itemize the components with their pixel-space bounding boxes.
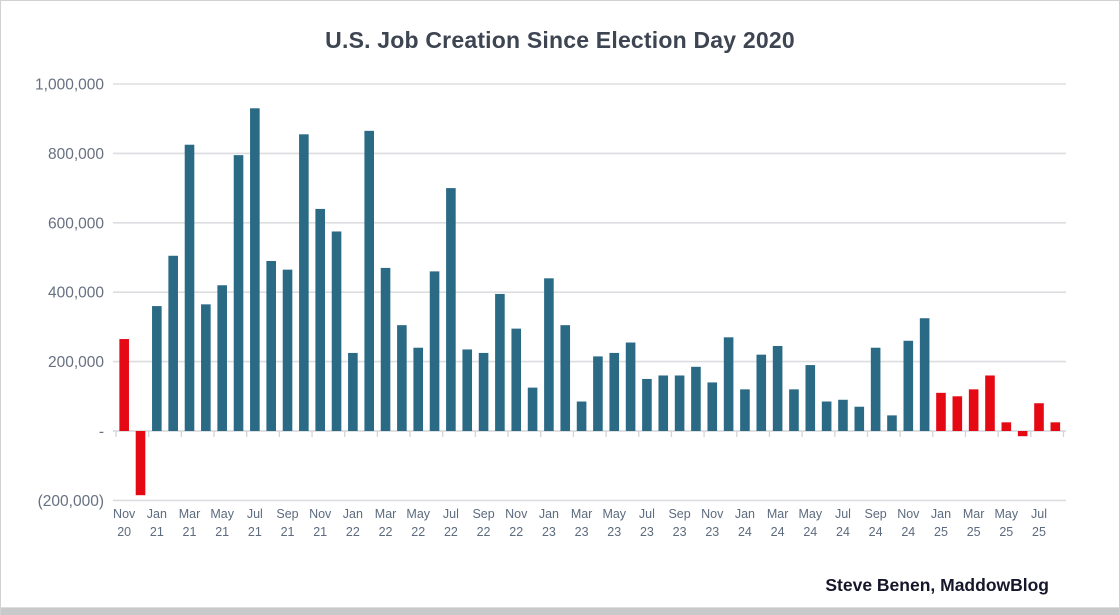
bar-mar-22 [380,267,391,431]
bar-dec-20 [135,431,146,496]
x-axis-label: Nov 22 [505,507,528,539]
bar-dec-21 [331,231,342,431]
bar-feb-23 [560,325,571,431]
y-axis-tick-label: 800,000 [48,146,104,163]
bar-oct-23 [691,366,701,431]
x-axis-label: Sep 23 [668,507,690,539]
x-axis-label: Sep 24 [865,507,887,539]
x-axis-label: May 25 [995,507,1019,539]
bar-jul-24 [838,399,848,431]
bar-may-22 [413,347,424,431]
x-axis-label: Jul 25 [1031,507,1047,539]
x-axis-label: May 23 [602,507,626,539]
x-axis-label: Jul 24 [835,507,851,539]
x-axis-label: Sep 22 [472,507,494,539]
x-axis-label: Jan 22 [343,507,363,539]
bar-aug-25 [1050,422,1061,431]
bar-aug-21 [266,260,276,431]
bar-nov-21 [315,208,326,431]
bar-oct-24 [887,415,897,431]
x-axis-label: Jan 25 [931,507,951,539]
x-axis-label: Nov 20 [113,507,136,539]
bar-aug-22 [462,349,473,431]
bar-oct-22 [495,293,505,431]
bar-jan-25 [936,392,946,431]
bar-jun-23 [625,342,636,431]
bar-apr-23 [593,356,603,431]
bar-sep-21 [282,269,293,431]
bar-apr-24 [789,389,799,431]
bar-jun-21 [233,155,244,431]
x-axis-label: May 21 [210,507,234,539]
y-axis-tick-label: 200,000 [48,354,104,371]
bar-jun-24 [821,401,832,431]
bar-sep-22 [478,352,489,431]
x-axis-label: Nov 21 [309,507,332,539]
x-axis-label: Jul 23 [639,507,655,539]
x-axis-label: Jan 21 [147,507,167,539]
bar-aug-24 [854,406,865,431]
bar-oct-21 [299,134,309,431]
x-axis-label: May 24 [798,507,822,539]
y-axis-tick-label: (200,000) [38,493,104,510]
y-axis-tick-label: 600,000 [48,215,104,232]
bar-mar-21 [184,144,195,431]
bar-dec-23 [723,337,734,431]
x-axis-label: Mar 21 [179,507,201,539]
x-axis-label: Nov 24 [897,507,920,539]
bar-may-21 [217,285,227,431]
x-axis-label: May 22 [406,507,430,539]
bar-jun-22 [429,271,440,431]
x-axis-label: Jan 24 [735,507,755,539]
bar-jan-22 [348,352,358,431]
bar-jan-23 [544,278,554,431]
y-axis-tick-label: 400,000 [48,285,104,302]
bar-may-25 [1001,422,1012,431]
x-axis-label: Jan 23 [539,507,559,539]
x-axis-label: Mar 25 [963,507,985,539]
bar-feb-22 [364,130,375,431]
source-credit: Steve Benen, MaddowBlog [825,575,1049,595]
x-axis-label: Jul 21 [247,507,263,539]
bar-feb-25 [952,396,963,431]
bar-apr-21 [201,304,211,431]
bar-may-24 [805,365,816,431]
x-axis-label: Nov 23 [701,507,724,539]
bar-jun-25 [1017,431,1028,437]
bar-may-23 [609,352,620,431]
y-axis-tick-label: - [99,424,104,441]
x-axis-label: Mar 23 [571,507,593,539]
chart-title: U.S. Job Creation Since Election Day 202… [325,27,795,53]
bar-jul-25 [1034,403,1044,431]
bar-apr-25 [985,375,995,431]
window-bottom-edge [1,607,1119,615]
x-axis-label: Sep 21 [276,507,298,539]
bar-nov-22 [511,328,522,431]
bar-feb-21 [168,255,178,431]
bar-nov-24 [903,340,914,431]
bar-jul-22 [446,188,456,431]
y-axis-tick-label: 1,000,000 [35,77,104,94]
bar-mar-24 [772,345,783,431]
x-axis-label: Jul 22 [443,507,459,539]
bar-dec-22 [527,387,538,431]
bar-feb-24 [756,354,767,431]
bar-jul-21 [250,108,260,431]
bar-sep-24 [870,347,881,431]
bar-mar-25 [968,389,979,431]
x-axis-label: Mar 24 [767,507,789,539]
bar-nov-20 [119,339,129,431]
bar-apr-22 [397,325,407,431]
bar-jan-24 [740,389,750,431]
bar-mar-23 [576,401,587,431]
bar-jul-23 [642,378,652,431]
bar-aug-23 [658,375,669,431]
bar-jan-21 [152,306,162,431]
bar-nov-23 [707,382,718,431]
bar-dec-24 [919,318,930,431]
bar-sep-23 [674,375,685,431]
x-axis-label: Mar 22 [375,507,397,539]
